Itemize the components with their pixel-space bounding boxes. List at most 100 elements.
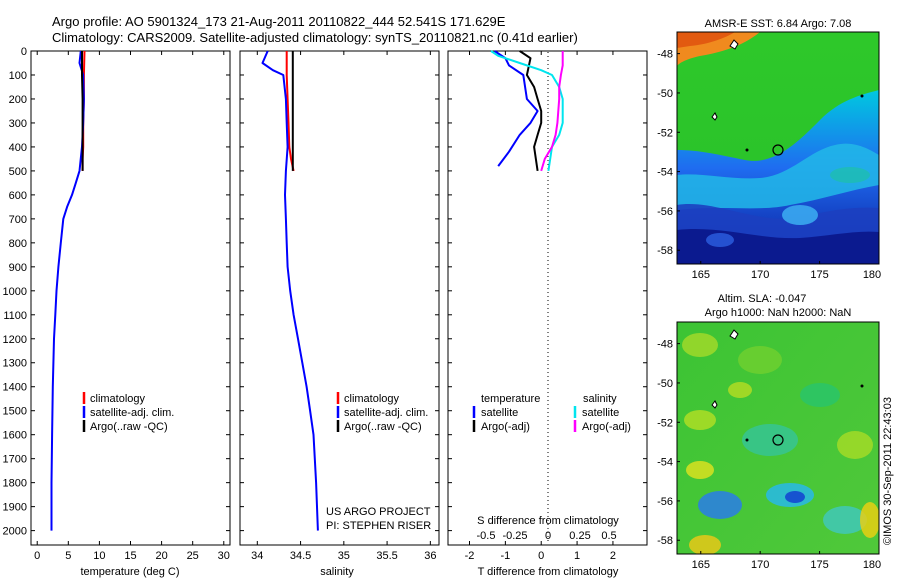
latitude-tick-label: -58 xyxy=(657,535,673,547)
difference-legend: temperature salinity satellite Argo(-adj… xyxy=(472,393,631,433)
legend-label-t-satellite: satellite xyxy=(481,407,518,419)
x-tick-label: 30 xyxy=(218,550,230,562)
depth-tick-label: 400 xyxy=(9,142,27,154)
x-tick-label: 1 xyxy=(574,550,580,562)
series-line-argo-adj- xyxy=(540,51,564,172)
x-tick-label: -1 xyxy=(500,550,510,562)
legend-label-t-argo: Argo(-adj) xyxy=(481,421,530,433)
s-tick-label: 0 xyxy=(545,530,551,542)
x-tick-label: 2 xyxy=(610,550,616,562)
legend-label-satellite-adj: satellite-adj. clim. xyxy=(90,407,174,419)
salinity-axis-label: salinity xyxy=(320,566,354,578)
latitude-tick-label: -54 xyxy=(657,457,673,469)
series-line-climatology xyxy=(285,51,295,172)
legend-header-temperature: temperature xyxy=(481,393,540,405)
sla-map-title-line2: Argo h1000: NaN h2000: NaN xyxy=(705,307,852,319)
salinity-depth-ticks xyxy=(240,50,439,532)
sla-map-frame xyxy=(676,321,880,555)
x-tick-label: 34.5 xyxy=(290,550,311,562)
depth-tick-label: 1600 xyxy=(3,430,27,442)
imos-watermark: ©IMOS 30-Sep-2011 22:43:03 xyxy=(882,397,894,545)
longitude-tick-label: 170 xyxy=(751,269,769,281)
series-line-satellite-adj-clim- xyxy=(50,50,85,531)
sla-map-image xyxy=(677,322,879,554)
legend-label-satellite-adj: satellite-adj. clim. xyxy=(344,407,428,419)
depth-tick-label: 700 xyxy=(9,214,27,226)
temperature-series xyxy=(50,50,86,531)
temperature-axes-box xyxy=(30,50,231,546)
difference-axes-box xyxy=(447,50,648,546)
project-annotation: US ARGO PROJECT xyxy=(326,506,431,518)
depth-tick-label: 1000 xyxy=(3,286,27,298)
sst-map-latitude-ticks: -48 -50 -52 -54 -56 -58 xyxy=(657,49,680,257)
depth-tick-label: 800 xyxy=(9,238,27,250)
depth-tick-label: 600 xyxy=(9,190,27,202)
longitude-tick-label: 170 xyxy=(751,559,769,571)
x-tick-label: 35.5 xyxy=(376,550,397,562)
depth-tick-label: 1200 xyxy=(3,334,27,346)
longitude-tick-label: 175 xyxy=(810,559,828,571)
latitude-tick-label: -52 xyxy=(657,417,673,429)
legend-label-argo: Argo(..raw -QC) xyxy=(90,421,168,433)
s-difference-label: S difference from climatology xyxy=(477,515,619,527)
temperature-legend: climatology satellite-adj. clim. Argo(..… xyxy=(82,392,174,433)
x-tick-label: 10 xyxy=(93,550,105,562)
latitude-tick-label: -48 xyxy=(657,339,673,351)
sst-map-title: AMSR-E SST: 6.84 Argo: 7.08 xyxy=(705,18,852,30)
s-tick-label: 0.5 xyxy=(601,530,616,542)
latitude-tick-label: -58 xyxy=(657,245,673,257)
x-tick-label: 34 xyxy=(251,550,263,562)
s-tick-label: -0.25 xyxy=(502,530,527,542)
series-line-satellite-adj-clim- xyxy=(261,50,319,531)
figure-title-line1: Argo profile: AO 5901324_173 21-Aug-2011… xyxy=(52,14,506,29)
series-line-satellite xyxy=(494,50,539,167)
sla-map-longitude-ticks: 165 170 175 180 xyxy=(692,551,881,571)
depth-tick-label: 900 xyxy=(9,262,27,274)
depth-tick-label: 0 xyxy=(21,46,27,58)
x-tick-label: 36 xyxy=(424,550,436,562)
s-difference-ticks: -0.5 -0.25 0 0.25 0.5 xyxy=(477,530,617,542)
s-tick-label: -0.5 xyxy=(477,530,496,542)
sst-map-panel: AMSR-E SST: 6.84 Argo: 7.08 -48 -50 -52 -54… xyxy=(657,18,881,281)
legend-label-argo: Argo(..raw -QC) xyxy=(344,421,422,433)
depth-tick-label: 1500 xyxy=(3,406,27,418)
longitude-tick-label: 165 xyxy=(692,559,710,571)
temperature-axis-label: temperature (deg C) xyxy=(80,566,179,578)
x-tick-label: -2 xyxy=(465,550,475,562)
difference-axis-ticks: -2 -1 0 1 2 xyxy=(465,51,616,562)
difference-depth-ticks xyxy=(448,50,647,532)
coastline-markers xyxy=(711,39,864,152)
depth-tick-label: 1700 xyxy=(3,454,27,466)
sst-map-image xyxy=(677,32,879,264)
salinity-panel: 34 34.5 35 35.5 36 salinity climatology sate… xyxy=(239,50,440,578)
salinity-axes-box xyxy=(239,50,440,546)
sst-map-longitude-ticks: 165 170 175 180 xyxy=(692,261,881,281)
s-tick-label: 0.25 xyxy=(569,530,590,542)
difference-series xyxy=(490,50,564,172)
longitude-tick-label: 180 xyxy=(863,269,881,281)
x-tick-label: 5 xyxy=(65,550,71,562)
depth-tick-label: 1900 xyxy=(3,502,27,514)
x-tick-label: 0 xyxy=(34,550,40,562)
sla-map-title-line1: Altim. SLA: -0.047 xyxy=(718,293,807,305)
depth-tick-label: 1300 xyxy=(3,358,27,370)
x-tick-label: 25 xyxy=(187,550,199,562)
pi-annotation: PI: STEPHEN RISER xyxy=(326,520,431,532)
argo-float-location-marker xyxy=(772,434,784,446)
series-line-argo-raw-qc- xyxy=(81,51,84,171)
x-tick-label: 35 xyxy=(338,550,350,562)
depth-tick-label: 500 xyxy=(9,166,27,178)
latitude-tick-label: -52 xyxy=(657,127,673,139)
depth-tick-label: 300 xyxy=(9,118,27,130)
depth-tick-label: 1400 xyxy=(3,382,27,394)
difference-panel: -2 -1 0 1 2 S difference from climatology -0… xyxy=(447,50,648,578)
salinity-legend: climatology satellite-adj. clim. Argo(..… xyxy=(336,392,428,433)
legend-label-s-satellite: satellite xyxy=(582,407,619,419)
legend-label-climatology: climatology xyxy=(90,393,146,405)
depth-axis-ticks: 0 100 200 300 400 500 600 700 800 900 1000 1100 1200… xyxy=(3,46,230,538)
sla-map-panel: Altim. SLA: -0.047 Argo h1000: NaN h2000… xyxy=(657,293,881,571)
latitude-tick-label: -56 xyxy=(657,206,673,218)
latitude-tick-label: -50 xyxy=(657,378,673,390)
longitude-tick-label: 175 xyxy=(810,269,828,281)
